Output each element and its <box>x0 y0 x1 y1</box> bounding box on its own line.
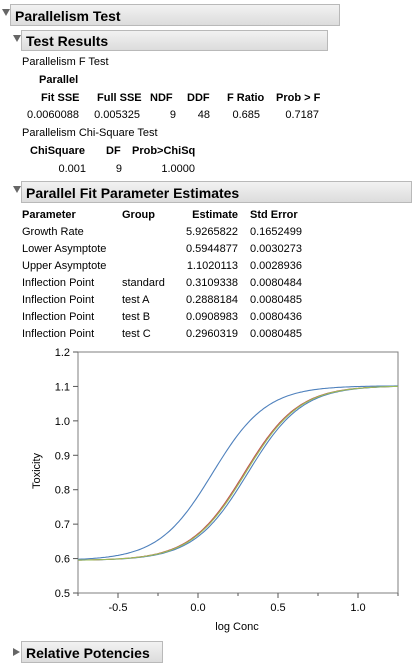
f-test-header-full-sse: Full SSE <box>97 92 142 104</box>
cell-std-error: 0.0080436 <box>250 310 302 323</box>
cell-estimate: 0.3109338 <box>186 276 238 289</box>
table-row: Upper Asymptote 1.1020113 0.0028936 <box>22 257 306 274</box>
relative-potencies-header[interactable]: Relative Potencies <box>13 641 163 663</box>
y-tick-label: 0.9 <box>55 450 70 462</box>
f-test-header-fit-sse: Fit SSE <box>41 92 80 104</box>
chart-xlabel: log Conc <box>215 621 259 633</box>
cell-std-error: 0.0080485 <box>250 327 302 340</box>
x-tick-label: 1.0 <box>350 602 365 614</box>
chart-ylabel: Toxicity <box>31 452 43 489</box>
fit-curve-standard <box>78 385 398 561</box>
cell-group <box>122 257 182 274</box>
cell-group <box>122 240 182 257</box>
f-test-header-f-ratio: F Ratio <box>227 92 265 104</box>
chi-test-value-df: 9 <box>115 163 122 175</box>
chi-test-header-prob-chisq: Prob>ChiSq <box>132 145 196 157</box>
y-tick-label: 1.1 <box>55 381 70 393</box>
chi-test-header-df: DF <box>106 145 121 157</box>
cell-estimate: 0.2888184 <box>186 293 238 306</box>
chi-test-value-chisquare: 0.001 <box>58 163 86 175</box>
fit-curve-test-C <box>78 385 399 561</box>
x-tick-label: 0.0 <box>190 602 205 614</box>
f-test-value-full-sse: 0.005325 <box>94 109 140 121</box>
test-results-title: Test Results <box>26 33 109 49</box>
chi-test-title: Parallelism Chi-Square Test <box>22 127 158 139</box>
test-results-header[interactable]: Test Results <box>13 30 328 51</box>
relative-potencies-title: Relative Potencies <box>26 645 150 661</box>
chi-test-value-prob-chisq: 1.0000 <box>161 163 195 175</box>
cell-estimate: 1.1020113 <box>186 259 238 272</box>
table-row: Growth Rate 5.9265822 0.1652499 <box>22 223 306 240</box>
y-tick-label: 0.8 <box>55 485 70 497</box>
f-test-value-ndf: 9 <box>169 109 176 121</box>
cell-parameter: Inflection Point <box>22 293 95 306</box>
parallelism-test-header[interactable]: Parallelism Test <box>2 4 340 26</box>
chi-test-header-chisquare: ChiSquare <box>30 145 86 157</box>
f-test-value-f-ratio: 0.685 <box>232 109 260 121</box>
cell-estimate: 0.5944877 <box>186 242 238 255</box>
table-row: Inflection Point standard 0.3109338 0.00804… <box>22 274 306 291</box>
table-row: Inflection Point test C 0.2960319 0.0080485 <box>22 325 306 342</box>
cell-parameter: Inflection Point <box>22 310 95 323</box>
col-estimate: Estimate <box>192 208 238 221</box>
col-parameter: Parameter <box>22 208 76 221</box>
cell-estimate: 0.2960319 <box>186 327 238 340</box>
f-test-header-parallel: Parallel <box>39 74 79 86</box>
y-tick-label: 0.7 <box>55 519 70 531</box>
cell-std-error: 0.0080484 <box>250 276 302 289</box>
estimates-header[interactable]: Parallel Fit Parameter Estimates <box>13 181 412 203</box>
cell-group: standard <box>122 276 165 289</box>
cell-std-error: 0.0030273 <box>250 242 302 255</box>
disclosure-down-icon[interactable] <box>2 9 10 16</box>
table-row: Inflection Point test A 0.2888184 0.0080485 <box>22 291 306 308</box>
cell-std-error: 0.1652499 <box>250 225 302 238</box>
table-row: Inflection Point test B 0.0908983 0.0080436 <box>22 308 306 325</box>
f-test-value-parallel-sse: 0.0060088 <box>27 109 79 121</box>
table-row: Lower Asymptote 0.5944877 0.0030273 <box>22 240 306 257</box>
disclosure-right-icon[interactable] <box>13 648 20 656</box>
y-tick-label: 0.5 <box>55 588 70 600</box>
cell-parameter: Growth Rate <box>22 225 84 238</box>
estimates-title: Parallel Fit Parameter Estimates <box>26 185 240 201</box>
plot-frame <box>77 351 399 594</box>
parallelism-test-title: Parallelism Test <box>15 8 121 24</box>
cell-parameter: Upper Asymptote <box>22 259 107 272</box>
y-tick-label: 1.0 <box>55 416 70 428</box>
f-test-header-prob-f: Prob > F <box>276 92 321 104</box>
x-tick-label: 0.5 <box>270 602 285 614</box>
cell-std-error: 0.0028936 <box>250 259 302 272</box>
table-header-row: Parameter Group Estimate Std Error <box>22 206 306 223</box>
f-test-header-ndf: NDF <box>150 92 173 104</box>
disclosure-down-icon[interactable] <box>13 35 21 42</box>
cell-estimate: 0.0908983 <box>186 310 238 323</box>
x-tick-label: -0.5 <box>109 602 128 614</box>
disclosure-down-icon[interactable] <box>13 186 21 193</box>
cell-group <box>122 223 182 240</box>
fit-curve-test-A <box>78 385 399 561</box>
cell-std-error: 0.0080485 <box>250 293 302 306</box>
estimates-table: Parameter Group Estimate Std Error Growt… <box>22 206 306 342</box>
col-group: Group <box>122 208 155 221</box>
fit-chart: 0.5 0.6 0.7 0.8 0.9 1.0 1.1 1.2 -0.5 0.0 0.5 1.0 lo… <box>31 347 399 633</box>
cell-group: test B <box>122 310 151 323</box>
cell-parameter: Inflection Point <box>22 327 95 340</box>
cell-estimate: 5.9265822 <box>186 225 238 238</box>
y-tick-label: 1.2 <box>55 347 70 359</box>
f-test-value-ddf: 48 <box>197 109 210 121</box>
cell-parameter: Inflection Point <box>22 276 95 289</box>
cell-group: test C <box>122 327 151 340</box>
y-tick-label: 0.6 <box>55 554 70 566</box>
f-test-header-ddf: DDF <box>187 92 210 104</box>
f-test-value-prob-f: 0.7187 <box>285 109 319 121</box>
cell-group: test A <box>122 293 150 306</box>
cell-parameter: Lower Asymptote <box>22 242 107 255</box>
col-std-error: Std Error <box>250 208 298 221</box>
f-test-title: Parallelism F Test <box>22 56 109 68</box>
fit-curve-test-B <box>77 385 398 560</box>
